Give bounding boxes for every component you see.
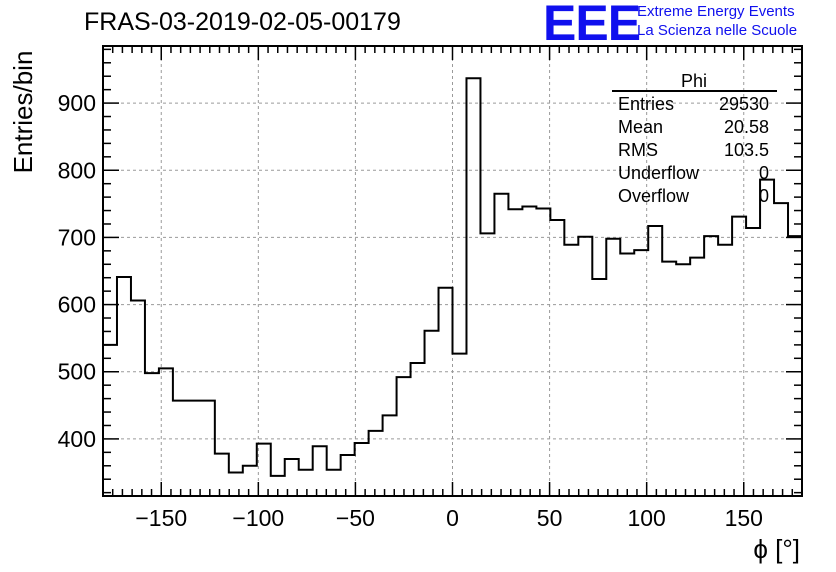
logo-line-1: Extreme Energy Events [637,3,795,20]
grid-layer [103,46,802,496]
stats-label-entries: Entries [618,94,674,114]
x-tick-label: −100 [232,505,284,531]
x-tick-label: 0 [446,505,459,531]
stats-value-underflow: 0 [759,163,769,183]
stats-label-mean: Mean [618,117,663,137]
stats-label-overflow: Overflow [618,186,690,206]
logo-letters: EEE [543,0,641,51]
x-tick-label: 50 [537,505,563,531]
stats-value-overflow: 0 [759,186,769,206]
x-tick-label: −50 [336,505,375,531]
x-tick-label: −150 [135,505,187,531]
eee-logo: EEE Extreme Energy Events La Scienza nel… [543,0,836,51]
stats-label-underflow: Underflow [618,163,700,183]
x-axis-title: ϕ [°] [753,534,800,564]
stats-label-rms: RMS [618,140,658,160]
histogram-series [103,77,802,477]
y-axis-title: Entries/bin [8,51,38,174]
y-tick-label: 500 [58,359,96,385]
labels-layer: −150 −100 −50 0 50 100 150 400 500 600 700 800 900 [58,90,763,531]
y-tick-label: 800 [58,157,96,183]
x-tick-label: 150 [725,505,763,531]
stats-box: Phi Entries 29530 Mean 20.58 RMS 103.5 U… [612,71,777,206]
stats-title: Phi [681,71,707,91]
ticks-layer [103,46,802,496]
stats-value-mean: 20.58 [724,117,769,137]
logo-line-2: La Scienza nelle Scuole [637,22,798,39]
y-tick-label: 400 [58,426,96,452]
page-title: FRAS-03-2019-02-05-00179 [84,8,401,36]
x-tick-label: 100 [627,505,665,531]
stats-value-rms: 103.5 [724,140,769,160]
y-tick-label: 600 [58,292,96,318]
y-tick-label: 900 [58,90,96,116]
stats-value-entries: 29530 [719,94,769,114]
y-tick-label: 700 [58,224,96,250]
